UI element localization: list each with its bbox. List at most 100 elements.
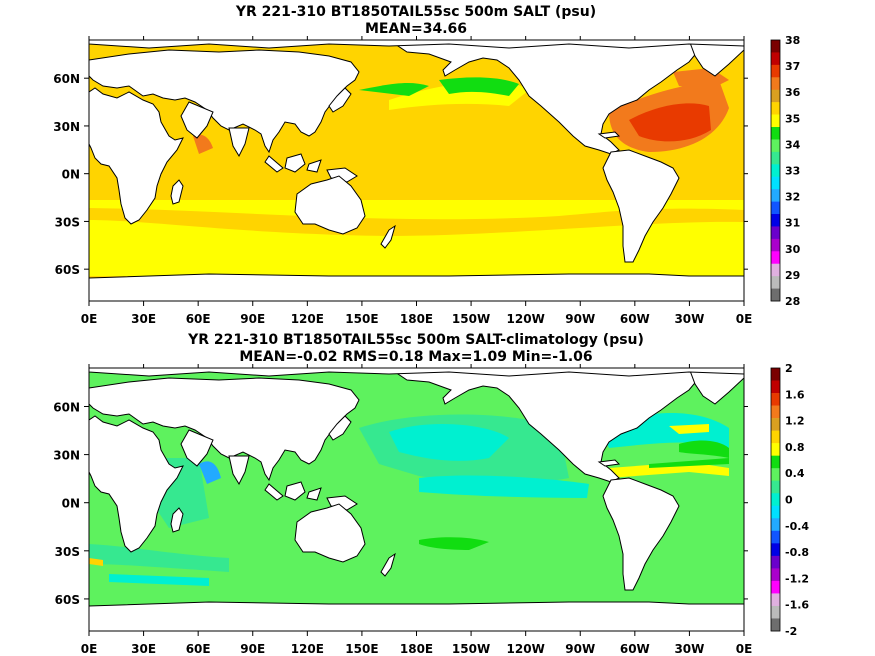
panel1-axes: 0E 30E 60E 90E 120E 150E 180E 150W 120W 90W 60W 30W… — [53, 36, 752, 326]
panel2-lat-label: 60S — [55, 593, 80, 607]
panel1-lat-label: 60S — [55, 263, 80, 277]
panel1-lon-label: 30W — [674, 312, 704, 326]
panel2-colorbar-swatch — [771, 580, 780, 594]
panel2-colorbar-swatch — [771, 418, 780, 431]
panel1-lon-label: 60W — [620, 312, 650, 326]
panel2-colorbar-label: 0 — [785, 494, 793, 507]
panel2-colorbar-label: -2 — [785, 625, 797, 638]
panel1-lon-label: 90W — [565, 312, 595, 326]
panel2-subtitle: MEAN=-0.02 RMS=0.18 Max=1.09 Min=-1.06 — [239, 349, 592, 365]
panel1-colorbar-swatch — [771, 226, 780, 240]
panel2-colorbar-label: -0.8 — [785, 546, 809, 559]
panel1-colorbar-swatch — [771, 64, 780, 78]
panel2-lat-label: 60N — [53, 400, 80, 414]
panel2-colorbar-swatch — [771, 593, 780, 607]
panel2-lon-label: 120E — [291, 642, 324, 656]
panel1-colorbar-swatch — [771, 201, 780, 215]
panel1-map — [89, 40, 744, 301]
panel1-colorbar-swatch — [771, 102, 780, 115]
panel2-colorbar-swatch — [771, 455, 780, 469]
panel2-lat-label: 0N — [62, 497, 80, 511]
panel2-colorbar-label: 1.6 — [785, 388, 805, 401]
panel1-colorbar-swatch — [771, 52, 780, 66]
panel2-colorbar-label: -1.6 — [785, 599, 809, 612]
panel2-title: YR 221-310 BT1850TAIL55sc 500m SALT-clim… — [187, 332, 644, 348]
panel1-lon-label: 60E — [186, 312, 211, 326]
panel2-lon-label: 30W — [674, 642, 704, 656]
panel2-lon-label: 0E — [81, 642, 98, 656]
panel2-colorbar-swatch — [771, 480, 780, 494]
panel2-colorbar-swatch — [771, 493, 780, 507]
panel1-lon-label: 150E — [345, 312, 378, 326]
panel1-colorbar-frame — [770, 39, 781, 302]
panel2-colorbar-swatch — [771, 380, 780, 394]
panel1-colorbar-swatch — [771, 127, 780, 140]
panel2-colorbar: 2 1.6 1.2 0.8 0.4 0 -0.4 -0.8 -1.2 -1.6 -2 — [770, 362, 809, 638]
panel2-lat-label: 30S — [55, 545, 80, 559]
panel1-colorbar-swatch — [771, 77, 780, 91]
panel1-lat-label: 30S — [55, 215, 80, 229]
panel2-colorbar-swatch — [771, 405, 780, 419]
panel1-colorbar-swatch — [771, 176, 780, 190]
panel1-colorbar-label: 35 — [785, 112, 800, 125]
panel2-map — [89, 368, 744, 631]
panel1-colorbar-swatch — [771, 139, 780, 153]
panel1-lon-label: 150W — [452, 312, 490, 326]
panel2-lon-label: 60E — [186, 642, 211, 656]
panel1-colorbar-swatch — [771, 89, 780, 103]
panel2-colorbar-label: -1.2 — [785, 572, 809, 585]
panel1-colorbar-swatch — [771, 276, 780, 289]
panel1-colorbar-swatch — [771, 238, 780, 252]
panel2-colorbar-swatch — [771, 393, 780, 406]
panel1-lon-label: 0E — [736, 312, 753, 326]
panel1-colorbar-label: 37 — [785, 60, 800, 73]
panel2-lon-label: 150E — [345, 642, 378, 656]
panel2-lon-label: 120W — [507, 642, 545, 656]
panel1-colorbar-swatch — [771, 189, 780, 202]
panel1-colorbar-swatch — [771, 251, 780, 265]
panel2-colorbar-swatch — [771, 505, 780, 519]
panel2-colorbar-swatch — [771, 443, 780, 456]
panel1-lon-label: 30E — [131, 312, 156, 326]
panel1-colorbar-label: 32 — [785, 191, 800, 204]
panel2-colorbar-swatch — [771, 568, 780, 582]
panel1-lon-label: 120E — [291, 312, 324, 326]
panel2-colorbar-label: -0.4 — [785, 520, 809, 533]
panel1-colorbar-label: 29 — [785, 269, 800, 282]
panel1-colorbar-swatch — [771, 164, 780, 178]
panel2-lon-label: 90E — [240, 642, 265, 656]
panel2-lon-label: 30E — [131, 642, 156, 656]
panel1-colorbar-swatch — [771, 263, 780, 277]
panel2-colorbar-swatch — [771, 430, 780, 444]
panel1-lon-label: 0E — [81, 312, 98, 326]
panel1-colorbar-swatch — [771, 40, 780, 53]
panel2-colorbar-label: 2 — [785, 362, 793, 375]
panel2-lat-label: 30N — [53, 449, 80, 463]
panel1-colorbar-label: 31 — [785, 217, 800, 230]
panel2-colorbar-frame — [770, 367, 781, 632]
panel2-colorbar-swatch — [771, 543, 780, 557]
panel2-colorbar-swatch — [771, 605, 780, 619]
panel1-colorbar-label: 33 — [785, 165, 800, 178]
panel1-title: YR 221-310 BT1850TAIL55sc 500m SALT (psu… — [235, 4, 596, 20]
panel1-colorbar-swatch — [771, 151, 780, 165]
panel2-colorbar-swatch — [771, 368, 780, 381]
panel2-colorbar-swatch — [771, 468, 780, 482]
panel1-colorbar-swatch — [771, 214, 780, 227]
panel2-colorbar-swatch — [771, 618, 780, 632]
panel1-colorbar-swatch — [771, 288, 780, 302]
panel1-colorbar: 38 37 36 35 34 33 32 31 30 29 28 — [770, 34, 801, 308]
panel2-colorbar-label: 0.4 — [785, 467, 805, 480]
panel2-lon-label: 180E — [400, 642, 433, 656]
panel2-colorbar-swatch — [771, 518, 780, 532]
panel2-axes: 0E 30E 60E 90E 120E 150E 180E 150W 120W 90W 60W 30W… — [53, 364, 752, 656]
panel2-colorbar-label: 1.2 — [785, 415, 805, 428]
panel2-colorbar-swatch — [771, 530, 780, 544]
panel1-colorbar-label: 38 — [785, 34, 800, 47]
panel1-colorbar-label: 30 — [785, 243, 801, 256]
panel1-colorbar-swatch — [771, 114, 780, 128]
panel2-colorbar-swatch — [771, 555, 780, 569]
panel1-colorbar-label: 34 — [785, 138, 801, 151]
panel1-lat-label: 30N — [53, 120, 80, 134]
